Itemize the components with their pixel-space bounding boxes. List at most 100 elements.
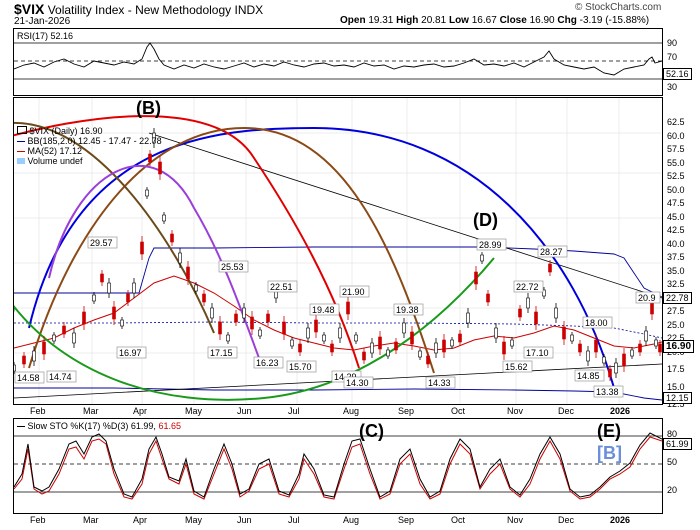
point-label: 15.62 [505, 362, 528, 372]
x-axis-label: Feb [30, 515, 46, 525]
price-tick: 62.5 [667, 117, 685, 127]
candle-body [92, 294, 96, 302]
x-axis-label: 2026 [610, 515, 631, 525]
candle-body [554, 307, 558, 319]
point-label: 15.70 [289, 362, 312, 372]
candle-body [458, 333, 462, 343]
candle-body [658, 343, 662, 353]
x-axis-label: Mar [83, 406, 99, 416]
price-tick: 25.0 [667, 319, 685, 330]
candle-body [562, 326, 566, 340]
high-label: High [396, 15, 419, 26]
sto-tick: 20 [667, 485, 678, 495]
low-value: 16.67 [471, 15, 497, 26]
price-tick: 47.5 [667, 198, 685, 208]
point-label-box [476, 238, 507, 251]
price-tick: 55.0 [667, 157, 685, 168]
arc-purple [48, 165, 260, 359]
point-label-box [218, 260, 249, 273]
candle-body [402, 322, 406, 334]
point-label: 20.9 [638, 293, 656, 303]
candle-body [112, 306, 116, 320]
price-tick: 32.5 [667, 279, 685, 289]
candle-body [502, 341, 506, 355]
x-axis-label: Apr [133, 515, 148, 525]
rsi-tick: 30 [667, 82, 678, 92]
x-axis-label: May [185, 406, 203, 416]
candles [14, 128, 662, 381]
candle-body [526, 297, 530, 309]
candle-body [52, 334, 56, 342]
wave-label-c: (C) [359, 421, 384, 441]
rsi-panel: RSI(17) 52.16 [13, 28, 663, 96]
point-label: 16.23 [256, 358, 279, 368]
candle-body [148, 153, 152, 163]
candle-body [178, 252, 182, 264]
candle-body [298, 343, 302, 353]
x-axis-label: Dec [558, 406, 575, 416]
open-value: 19.31 [368, 15, 394, 26]
point-label-box [393, 303, 424, 316]
point-label: 13.38 [596, 387, 619, 397]
price-tick: 42.5 [667, 225, 685, 235]
sto-x-axis: Feb Mar Apr May Jun Jul Aug Sep Oct Nov Dec 2026 [13, 514, 663, 528]
candle-body [570, 334, 574, 342]
sto-tick: 50 [667, 457, 678, 467]
x-axis-label: Oct [451, 406, 466, 416]
candle-body [338, 327, 342, 339]
bb-lower-badge: 12.15 [663, 392, 692, 404]
point-label: 25.53 [221, 262, 244, 272]
point-label-box [339, 285, 370, 298]
candle-body [132, 282, 136, 294]
arc-dark-brown [14, 122, 215, 334]
point-label: 14.85 [577, 371, 600, 381]
price-tick: 35.0 [667, 265, 685, 276]
point-label: 16.97 [119, 348, 142, 358]
price-tick: 22.5 [667, 333, 685, 343]
x-axis-label: May [185, 515, 203, 525]
candle-body [242, 307, 246, 319]
point-label-box [116, 346, 147, 359]
candle-body [518, 308, 522, 318]
candle-body [466, 312, 470, 324]
point-label: 22.72 [516, 282, 539, 292]
exchange: INDX [234, 3, 264, 17]
wave-label-b: (B) [136, 98, 161, 118]
symbol-name: Volatility Index - New Methodology [47, 3, 232, 17]
candle-body [578, 343, 582, 353]
candle-body [354, 334, 358, 342]
ohlc-readout: Open 19.31 High 20.81 Low 16.67 Close 16… [340, 15, 649, 26]
price-tick: 52.5 [667, 171, 685, 181]
candle-body [22, 355, 26, 365]
candle-body [258, 329, 262, 337]
point-label-box [253, 356, 284, 369]
candle-body [410, 331, 414, 345]
candle-body [434, 342, 438, 354]
rsi-axis: 90 70 52.16 30 [663, 28, 700, 96]
legend-volume: Volume undef [17, 156, 162, 166]
point-label: 29.57 [90, 238, 113, 248]
point-label-box [46, 370, 77, 383]
candle-body [426, 355, 430, 365]
candle-body [322, 334, 326, 342]
point-label-box [593, 385, 624, 398]
bb-lower-line [14, 387, 662, 401]
point-label: 19.48 [312, 305, 335, 315]
chg-value: -3.19 (-15.88%) [579, 15, 650, 26]
point-label: 28.99 [479, 240, 502, 250]
price-tick: 17.5 [667, 364, 685, 374]
candle-body [474, 271, 478, 285]
x-axis-label: Nov [507, 515, 524, 525]
rsi-current-badge: 52.16 [663, 68, 692, 80]
x-axis-label: Feb [30, 406, 46, 416]
sto-tick: 80 [667, 429, 678, 439]
sto-k-line [14, 432, 662, 498]
x-axis-label: Jul [288, 406, 300, 416]
candle-body [194, 284, 198, 292]
candle-body [378, 336, 382, 350]
bb-upper-badge: 22.78 [663, 292, 692, 304]
point-label-box [537, 245, 568, 258]
candle-body [638, 343, 642, 353]
candle-body [654, 339, 658, 347]
watermark: © StockCharts.com [575, 2, 662, 13]
